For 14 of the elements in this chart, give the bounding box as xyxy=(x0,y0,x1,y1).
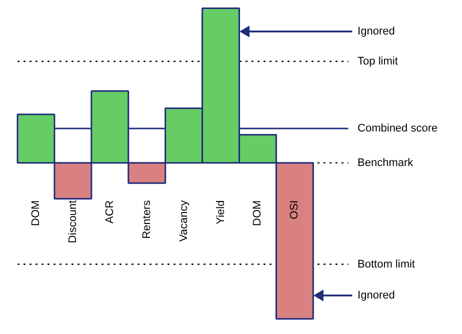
x-tick-label: Discount xyxy=(66,200,79,244)
x-tick-label: OSI xyxy=(288,200,301,220)
text: Ignored xyxy=(358,289,395,302)
x-tick-label: DOM xyxy=(252,200,264,226)
x-tick-label: Renters xyxy=(140,200,153,239)
x-tick-label: DOM xyxy=(30,200,42,226)
x-tick-label: ACR xyxy=(104,200,116,224)
x-tick-label: Yield xyxy=(214,200,227,224)
x-tick-label: Vacancy xyxy=(178,200,190,242)
ref-line-label: Benchmark xyxy=(358,156,414,169)
ref-line-label: Top limit xyxy=(358,55,398,68)
ref-line-label: Bottom limit xyxy=(358,258,415,270)
ref-line-label: Combined score xyxy=(358,122,438,134)
text: Ignored xyxy=(358,25,395,38)
